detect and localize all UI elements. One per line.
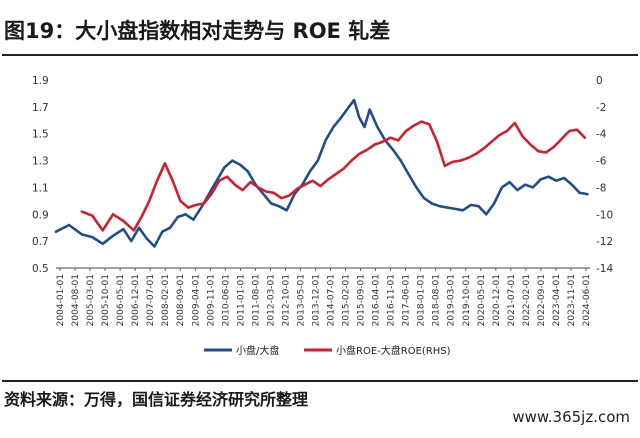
x-tick-label: 2012-10-01 (281, 274, 291, 326)
x-tick-label: 2024-06-01 (582, 274, 592, 326)
x-tick-label: 2011-08-01 (251, 274, 261, 326)
x-tick-label: 2013-12-01 (311, 274, 321, 326)
x-tick-label: 2020-05-01 (477, 274, 487, 326)
x-tick-label: 2014-07-01 (327, 274, 337, 326)
left-tick-label: 1.1 (32, 182, 49, 194)
x-tick-label: 2004-01-01 (56, 274, 66, 326)
right-tick-label: -8 (596, 182, 606, 194)
chart-canvas: 0.5 0.7 0.9 1.1 1.3 1.5 1.7 1.9 -14 -12 -10 -8 -6 -4 -… (32, 75, 613, 357)
left-tick-label: 1.5 (32, 129, 49, 141)
x-tick-label: 2019-10-01 (462, 274, 472, 326)
left-tick-label: 0.7 (32, 236, 49, 248)
source-rule (2, 380, 638, 382)
x-tick-label: 2023-04-01 (552, 274, 562, 326)
x-tick-label: 2017-06-01 (402, 274, 412, 326)
x-tick-label: 2018-08-01 (432, 274, 442, 326)
x-tick-label: 2004-08-01 (71, 274, 81, 326)
right-tick-label: -14 (596, 263, 613, 275)
x-tick-label: 2016-11-01 (387, 274, 397, 326)
left-tick-label: 1.3 (32, 156, 49, 168)
x-tick-label: 2022-09-01 (537, 274, 547, 326)
left-tick-label: 1.7 (32, 102, 49, 114)
x-tick-label: 2016-04-01 (372, 274, 382, 326)
legend-item-roe-spread-label: 小盘ROE-大盘ROE(RHS) (336, 344, 451, 357)
x-tick-label: 2013-05-01 (296, 274, 306, 326)
x-tick-label: 2005-10-01 (101, 274, 111, 326)
source-note: 资料来源：万得，国信证券经济研究所整理 (4, 390, 309, 409)
x-tick-label: 2015-09-01 (357, 274, 367, 326)
x-tick-label: 2015-02-01 (342, 274, 352, 326)
right-tick-label: -4 (596, 129, 607, 141)
legend-item-small-large-label: 小盘/大盘 (236, 344, 279, 357)
roe-spread-line (80, 120, 587, 232)
x-tick-label: 2018-01-01 (417, 274, 427, 326)
x-tick-label: 2010-06-01 (221, 274, 231, 326)
x-tick-label: 2005-03-01 (86, 274, 96, 326)
x-tick-label: 2021-07-01 (507, 274, 517, 326)
right-tick-label: -10 (596, 209, 613, 221)
watermark: www.365jz.com (512, 408, 630, 426)
left-tick-label: 0.9 (32, 209, 49, 221)
x-tick-label: 2023-11-01 (567, 274, 577, 326)
right-tick-label: -2 (596, 102, 606, 114)
x-tick-label: 2008-02-01 (161, 274, 171, 326)
left-tick-label: 1.9 (32, 75, 49, 87)
x-tick-label: 2009-11-01 (206, 274, 216, 326)
right-tick-label: -6 (596, 156, 607, 168)
right-tick-label: 0 (596, 75, 603, 87)
chart-legend: 小盘/大盘 小盘ROE-大盘ROE(RHS) (204, 344, 451, 357)
chart-axes: 0.5 0.7 0.9 1.1 1.3 1.5 1.7 1.9 -14 -12 -10 -8 -6 -4 -… (32, 75, 613, 326)
chart-title: 图19：大小盘指数相对走势与 ROE 轧差 (4, 19, 391, 43)
x-tick-label: 2007-07-01 (146, 274, 156, 326)
x-tick-label: 2008-09-01 (176, 274, 186, 326)
x-tick-label: 2022-02-01 (522, 274, 532, 326)
small-large-ratio-line (54, 98, 589, 248)
x-tick-label: 2009-04-01 (191, 274, 201, 326)
left-tick-label: 0.5 (32, 263, 49, 275)
x-tick-label: 2020-12-01 (492, 274, 502, 326)
x-tick-label: 2006-05-01 (116, 274, 126, 326)
x-tick-label: 2019-03-01 (447, 274, 457, 326)
x-tick-label: 2006-12-01 (131, 274, 141, 326)
right-tick-label: -12 (596, 236, 613, 248)
chart-series (54, 98, 589, 248)
x-tick-label: 2011-01-01 (236, 274, 246, 326)
x-tick-label: 2012-03-01 (266, 274, 276, 326)
title-rule (2, 54, 638, 56)
